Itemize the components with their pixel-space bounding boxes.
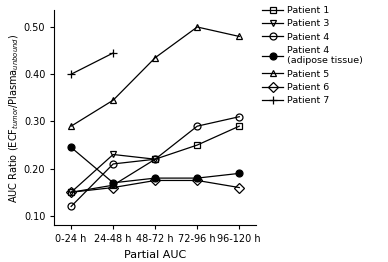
Patient 4 [153,158,158,161]
Patient 4 [69,205,73,208]
Patient 4
(adipose tissue) [195,177,199,180]
Patient 6 [195,179,199,182]
Patient 1 [111,184,116,187]
Patient 4 [195,125,199,128]
Y-axis label: AUC Ratio (ECF$_{tumor}$/Plasma$_{unbound}$): AUC Ratio (ECF$_{tumor}$/Plasma$_{unboun… [7,33,21,203]
Line: Patient 4: Patient 4 [68,113,243,210]
Patient 5 [195,25,199,29]
Patient 4
(adipose tissue) [111,181,116,184]
Patient 1 [69,191,73,194]
Patient 7 [69,73,73,76]
Patient 3 [69,191,73,194]
Patient 1 [195,144,199,147]
Patient 6 [111,186,116,189]
Patient 4
(adipose tissue) [69,146,73,149]
Patient 5 [153,56,158,59]
Line: Patient 7: Patient 7 [67,49,117,78]
Patient 3 [111,153,116,156]
Patient 3 [153,158,158,161]
Patient 5 [111,99,116,102]
Patient 4 [111,162,116,166]
Line: Patient 4
(adipose tissue): Patient 4 (adipose tissue) [68,144,243,186]
Patient 1 [153,158,158,161]
Patient 6 [153,179,158,182]
X-axis label: Partial AUC: Partial AUC [124,250,186,260]
Patient 5 [69,125,73,128]
Patient 6 [69,191,73,194]
Patient 1 [237,125,242,128]
Line: Patient 1: Patient 1 [68,123,243,196]
Legend: Patient 1, Patient 3, Patient 4, Patient 4
(adipose tissue), Patient 5, Patient : Patient 1, Patient 3, Patient 4, Patient… [262,6,362,105]
Line: Patient 5: Patient 5 [68,24,243,130]
Line: Patient 6: Patient 6 [68,177,243,196]
Patient 7 [111,51,116,54]
Patient 4
(adipose tissue) [153,177,158,180]
Patient 4 [237,115,242,118]
Patient 5 [237,35,242,38]
Patient 6 [237,186,242,189]
Patient 4
(adipose tissue) [237,172,242,175]
Line: Patient 3: Patient 3 [68,151,159,196]
